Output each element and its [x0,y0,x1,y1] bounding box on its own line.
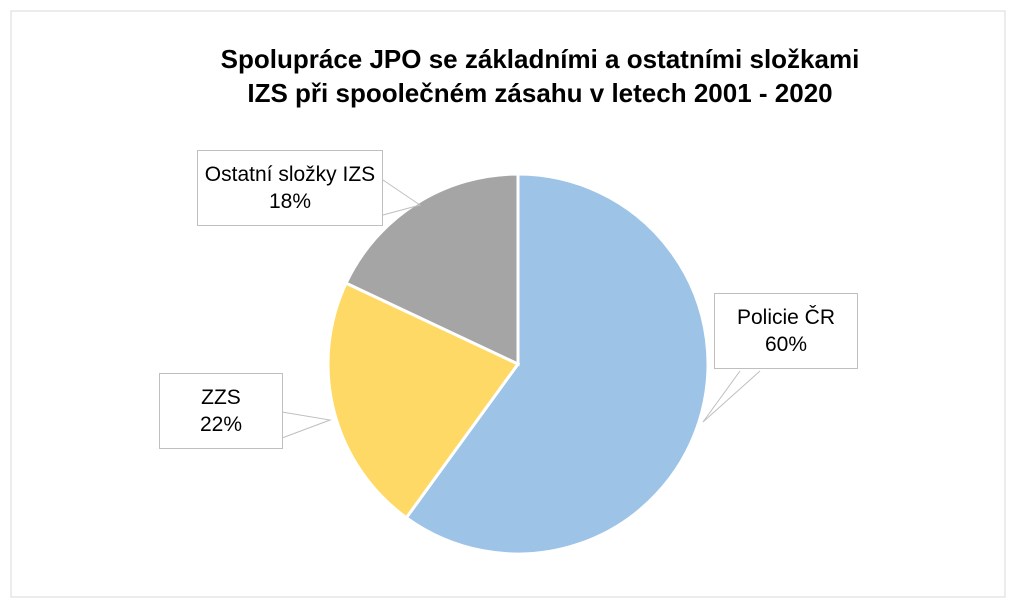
leader-line [702,370,761,423]
value-label: 60% [764,333,808,356]
chart-title: Spolupráce JPO se základními a ostatními… [221,44,860,74]
category-label: Policie ČR [736,306,836,329]
data-label: Policie ČR 60% [714,293,858,369]
chart-title: IZS při spoolečném zásahu v letech 2001 … [247,78,832,108]
leader-line [382,179,422,216]
pie-slice [344,172,520,367]
category-label: ZZS [201,386,241,409]
value-label: 22% [199,413,243,436]
value-label: 18% [268,190,312,213]
category-label: Ostatní složky IZS [204,163,376,186]
data-label: ZZS 22% [159,373,283,449]
data-label: Ostatní složky IZS 18% [197,150,383,226]
leader-lines [281,179,761,439]
leader-line [281,411,332,439]
pie-slice [404,172,710,556]
